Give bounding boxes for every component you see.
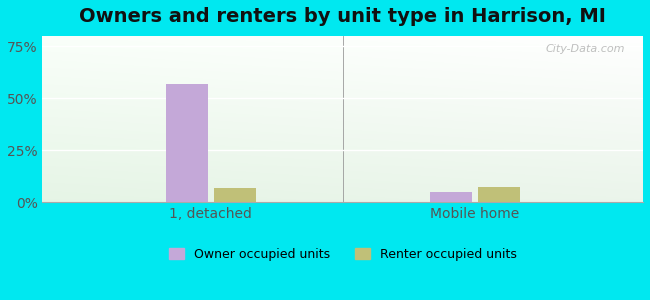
Text: City-Data.com: City-Data.com [545,44,625,54]
Bar [430,192,472,202]
Bar [478,187,520,202]
Title: Owners and renters by unit type in Harrison, MI: Owners and renters by unit type in Harri… [79,7,606,26]
Legend: Owner occupied units, Renter occupied units: Owner occupied units, Renter occupied un… [164,243,522,266]
Bar [166,84,207,202]
Bar [214,188,255,202]
